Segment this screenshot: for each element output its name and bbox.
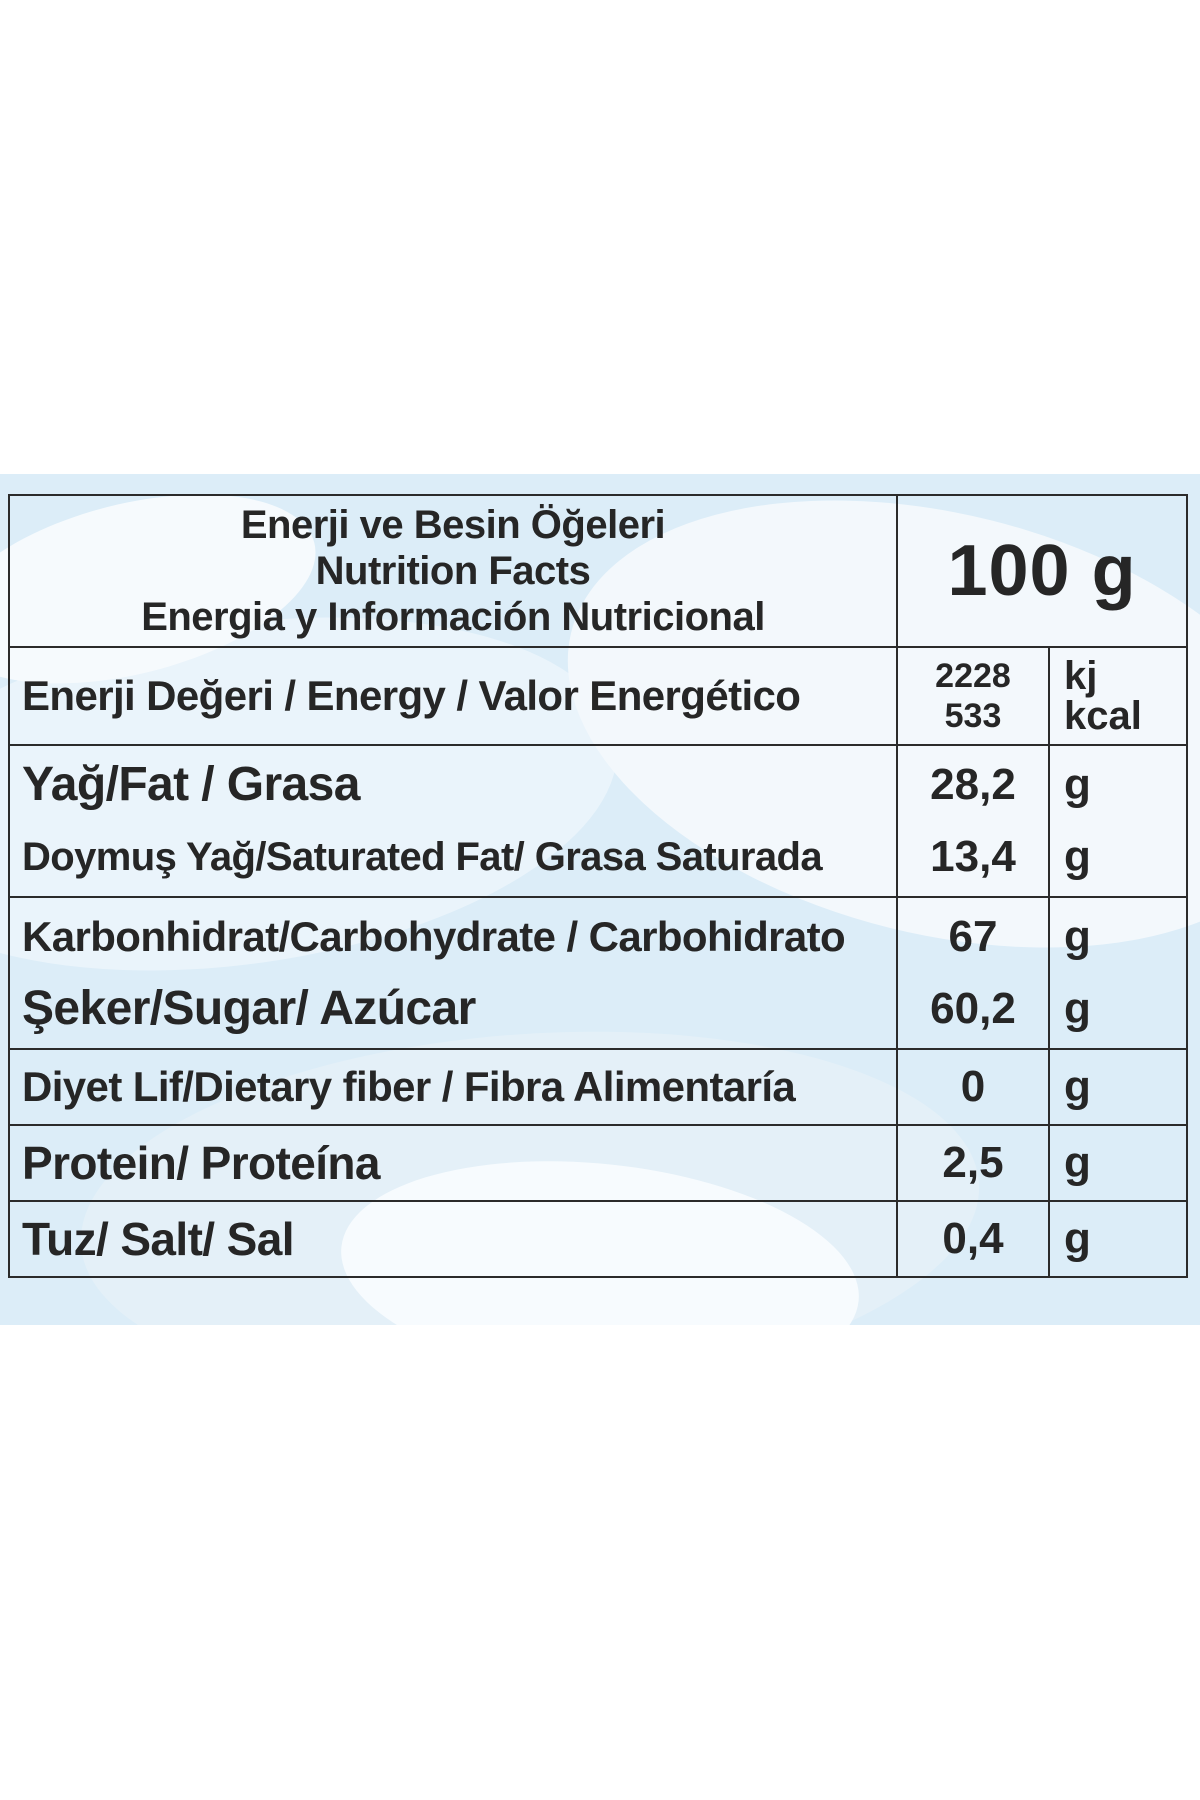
energy-value-kcal: 533 xyxy=(944,697,1002,735)
saturated-fat-value: 13,4 xyxy=(930,832,1016,881)
protein-unit: g xyxy=(1048,1124,1188,1202)
fat-labels: Yağ/Fat / Grasa Doymuş Yağ/Saturated Fat… xyxy=(8,744,898,898)
protein-value: 2,5 xyxy=(896,1124,1050,1202)
title-line-english: Nutrition Facts xyxy=(315,549,591,593)
table-title: Enerji ve Besin Öğeleri Nutrition Facts … xyxy=(8,494,898,648)
table-header-row: Enerji ve Besin Öğeleri Nutrition Facts … xyxy=(8,494,1188,648)
carbohydrate-values: 67 60,2 xyxy=(896,896,1050,1050)
fat-units: g g xyxy=(1048,744,1188,898)
energy-units: kj kcal xyxy=(1048,646,1188,746)
table-row-fat: Yağ/Fat / Grasa Doymuş Yağ/Saturated Fat… xyxy=(8,744,1188,898)
salt-value: 0,4 xyxy=(896,1200,1050,1278)
table-row-protein: Protein/ Proteína 2,5 g xyxy=(8,1124,1188,1202)
saturated-fat-unit: g xyxy=(1064,832,1091,881)
carbohydrate-label: Karbonhidrat/Carbohydrate / Carbohidrato xyxy=(22,913,846,960)
table-row-carbohydrate: Karbonhidrat/Carbohydrate / Carbohidrato… xyxy=(8,896,1188,1050)
energy-values: 2228 533 xyxy=(896,646,1050,746)
fat-label: Yağ/Fat / Grasa xyxy=(22,758,360,811)
fat-unit: g xyxy=(1064,760,1091,809)
fat-values: 28,2 13,4 xyxy=(896,744,1050,898)
table-row-fiber: Diyet Lif/Dietary fiber / Fibra Alimenta… xyxy=(8,1048,1188,1126)
nutrition-facts-table: Enerji ve Besin Öğeleri Nutrition Facts … xyxy=(8,494,1188,1278)
carbohydrate-unit: g xyxy=(1064,912,1091,961)
sugar-label: Şeker/Sugar/ Azúcar xyxy=(22,982,476,1035)
energy-value-kj: 2228 xyxy=(935,657,1011,695)
salt-label: Tuz/ Salt/ Sal xyxy=(8,1200,898,1278)
serving-amount: 100 g xyxy=(896,494,1188,648)
sugar-value: 60,2 xyxy=(930,984,1016,1033)
carbohydrate-labels: Karbonhidrat/Carbohydrate / Carbohidrato… xyxy=(8,896,898,1050)
energy-unit-kj: kj xyxy=(1064,654,1098,698)
energy-label: Enerji Değeri / Energy / Valor Energétic… xyxy=(8,646,898,746)
fiber-label: Diyet Lif/Dietary fiber / Fibra Alimenta… xyxy=(8,1048,898,1126)
sugar-unit: g xyxy=(1064,984,1091,1033)
title-line-spanish: Energia y Información Nutricional xyxy=(141,595,765,639)
table-row-energy: Enerji Değeri / Energy / Valor Energétic… xyxy=(8,646,1188,746)
title-line-turkish: Enerji ve Besin Öğeleri xyxy=(240,503,666,547)
fiber-unit: g xyxy=(1048,1048,1188,1126)
protein-label: Protein/ Proteína xyxy=(8,1124,898,1202)
fiber-value: 0 xyxy=(896,1048,1050,1126)
fat-value: 28,2 xyxy=(930,760,1016,809)
carbohydrate-units: g g xyxy=(1048,896,1188,1050)
salt-unit: g xyxy=(1048,1200,1188,1278)
saturated-fat-label: Doymuş Yağ/Saturated Fat/ Grasa Saturada xyxy=(22,835,823,879)
table-row-salt: Tuz/ Salt/ Sal 0,4 g xyxy=(8,1200,1188,1278)
energy-unit-kcal: kcal xyxy=(1064,694,1142,738)
carbohydrate-value: 67 xyxy=(948,912,998,961)
